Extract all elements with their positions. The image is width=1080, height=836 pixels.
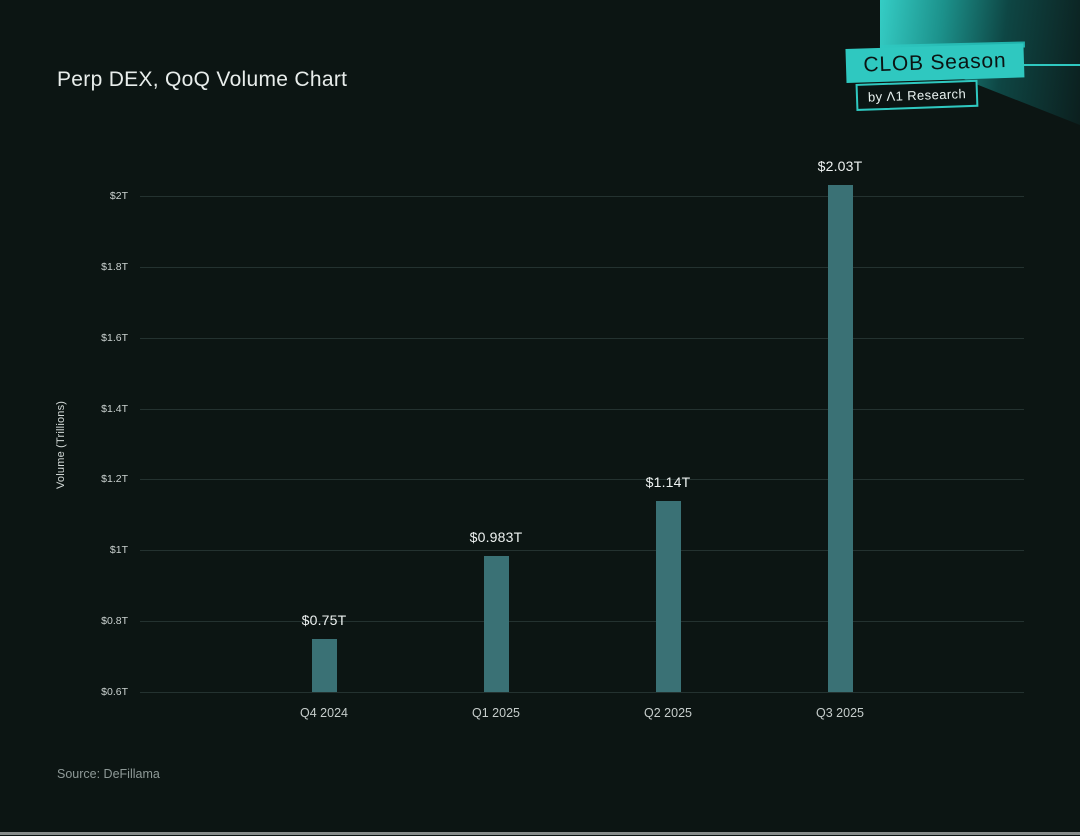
gridline bbox=[140, 408, 1024, 410]
x-tick-label: Q1 2025 bbox=[472, 706, 520, 720]
teal-line bbox=[1024, 64, 1080, 66]
gridline bbox=[140, 337, 1024, 339]
bar-value-label: $2.03T bbox=[817, 158, 863, 175]
y-tick-label: $1T bbox=[109, 544, 128, 557]
bar-value-label: $0.983T bbox=[469, 529, 523, 546]
gridline bbox=[140, 479, 1024, 481]
y-tick-label: $1.8T bbox=[101, 260, 128, 273]
y-tick-label: $1.4T bbox=[101, 402, 128, 415]
y-tick-label: $0.6T bbox=[101, 686, 128, 698]
source-caption: Source: DeFillama bbox=[57, 767, 160, 781]
x-tick-label: Q3 2025 bbox=[816, 706, 864, 720]
bar-value-label: $0.75T bbox=[301, 611, 347, 628]
gridline bbox=[140, 621, 1024, 623]
y-tick-label: $1.6T bbox=[101, 331, 128, 344]
bottom-edge-line bbox=[0, 832, 1080, 835]
page-title: Perp DEX, QoQ Volume Chart bbox=[57, 68, 348, 91]
bar bbox=[483, 556, 509, 692]
gridline bbox=[140, 196, 1024, 197]
bar bbox=[655, 500, 681, 692]
y-tick-label: $0.8T bbox=[101, 615, 128, 628]
y-tick-label: $2T bbox=[109, 190, 128, 202]
bar bbox=[311, 638, 337, 692]
gridline bbox=[140, 692, 1024, 693]
bar-value-label: $1.14T bbox=[645, 473, 691, 490]
y-tick-label: $1.2T bbox=[101, 473, 128, 486]
bar bbox=[827, 185, 853, 692]
x-tick-label: Q2 2025 bbox=[644, 706, 692, 720]
x-tick-label: Q4 2024 bbox=[300, 706, 348, 720]
gridline bbox=[140, 550, 1024, 552]
gridline bbox=[140, 266, 1024, 268]
